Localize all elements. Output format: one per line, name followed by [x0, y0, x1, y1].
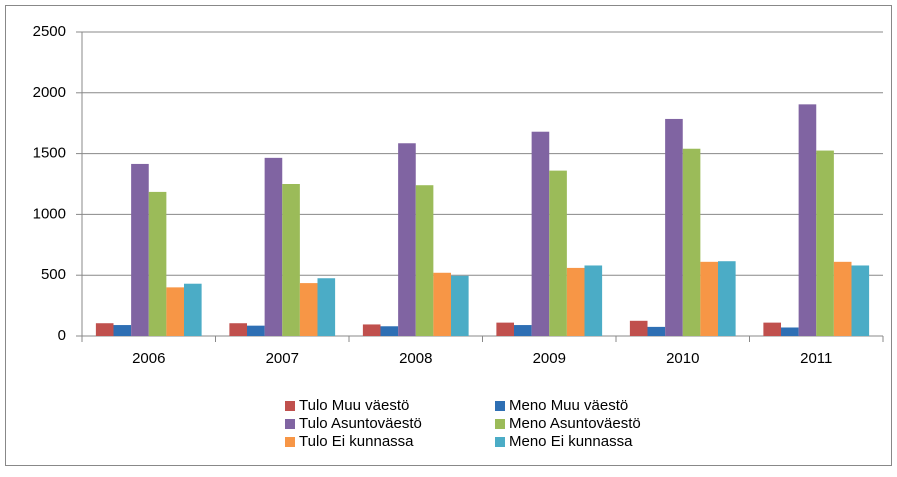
bar [299, 283, 318, 336]
x-tick-label: 2007 [266, 350, 299, 367]
bar [531, 131, 550, 336]
bar [247, 325, 265, 336]
bar [629, 320, 648, 336]
bar [229, 323, 248, 336]
bar [763, 322, 782, 336]
y-tick-label: 2500 [33, 23, 66, 40]
bar [682, 148, 701, 336]
legend-label: Meno Muu väestö [509, 397, 628, 414]
bar [450, 275, 469, 336]
bar [549, 170, 567, 336]
legend-swatch [285, 401, 295, 411]
bar [798, 104, 817, 337]
x-tick-label: 2010 [666, 350, 699, 367]
bar [113, 325, 132, 336]
bar [647, 326, 666, 336]
bar [496, 322, 515, 336]
bar [566, 267, 585, 336]
bar [317, 278, 336, 336]
bar [514, 325, 532, 336]
legend-label: Meno Ei kunnassa [509, 433, 633, 450]
bar [166, 287, 184, 336]
legend-label: Tulo Muu väestö [299, 397, 409, 414]
x-tick-label: 2009 [533, 350, 566, 367]
legend-label: Tulo Ei kunnassa [299, 433, 414, 450]
x-tick-label: 2008 [399, 350, 432, 367]
legend-label: Meno Asuntoväestö [509, 415, 641, 432]
legend-swatch [285, 419, 295, 429]
bar [781, 327, 799, 336]
bar [362, 324, 381, 336]
bar [380, 326, 399, 336]
bar [131, 163, 149, 336]
y-tick-label: 500 [41, 266, 66, 283]
bar [700, 261, 718, 336]
bar [415, 185, 434, 336]
x-tick-label: 2006 [132, 350, 165, 367]
bar [282, 184, 300, 336]
bar [264, 157, 283, 336]
bar [95, 323, 114, 336]
legend-swatch [285, 437, 295, 447]
bar [851, 265, 870, 336]
bar [398, 143, 416, 336]
legend-label: Tulo Asuntoväestö [299, 415, 422, 432]
bar [148, 191, 167, 336]
legend-swatch [495, 401, 505, 411]
bar [833, 261, 852, 336]
y-tick-label: 2000 [33, 84, 66, 101]
y-tick-label: 0 [58, 327, 66, 344]
bar [816, 150, 834, 336]
bar [183, 283, 202, 336]
y-tick-label: 1500 [33, 145, 66, 162]
legend-swatch [495, 437, 505, 447]
x-tick-label: 2011 [800, 350, 832, 367]
legend-swatch [495, 419, 505, 429]
bar [584, 265, 603, 336]
y-tick-label: 1000 [33, 205, 66, 222]
bar [665, 118, 683, 336]
bar [433, 272, 451, 336]
bar [717, 261, 736, 336]
